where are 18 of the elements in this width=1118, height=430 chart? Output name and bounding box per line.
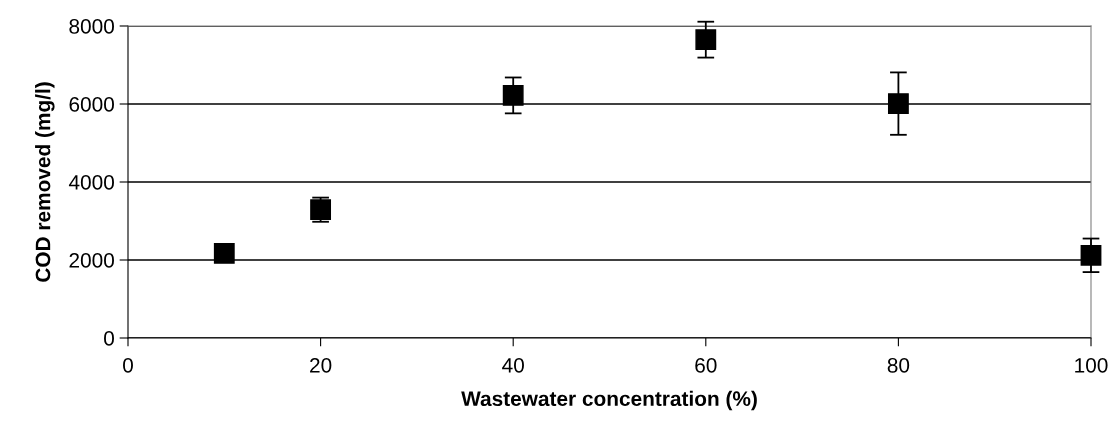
x-tick-label: 100 <box>1075 357 1108 373</box>
point <box>1080 244 1102 266</box>
y-tick-label: 8000 <box>69 19 114 34</box>
point <box>887 93 909 115</box>
y-tick-label: 0 <box>104 331 114 346</box>
x-tick-label: 60 <box>695 357 717 373</box>
x-axis-title: Wastewater concentration (%) <box>461 390 757 411</box>
point <box>695 29 717 51</box>
x-tick-label: 0 <box>123 357 133 373</box>
point <box>213 242 235 264</box>
x-tick-label: 40 <box>502 357 524 373</box>
point <box>502 85 524 106</box>
y-tick-label: 4000 <box>68 175 114 190</box>
y-tick-label: 2000 <box>69 253 114 268</box>
x-tick-label: 80 <box>887 357 910 373</box>
y-axis-title: COD removed (mg/l) <box>35 82 55 282</box>
x-tick-label: 20 <box>310 357 332 373</box>
y-tick-label: 6000 <box>69 97 114 112</box>
